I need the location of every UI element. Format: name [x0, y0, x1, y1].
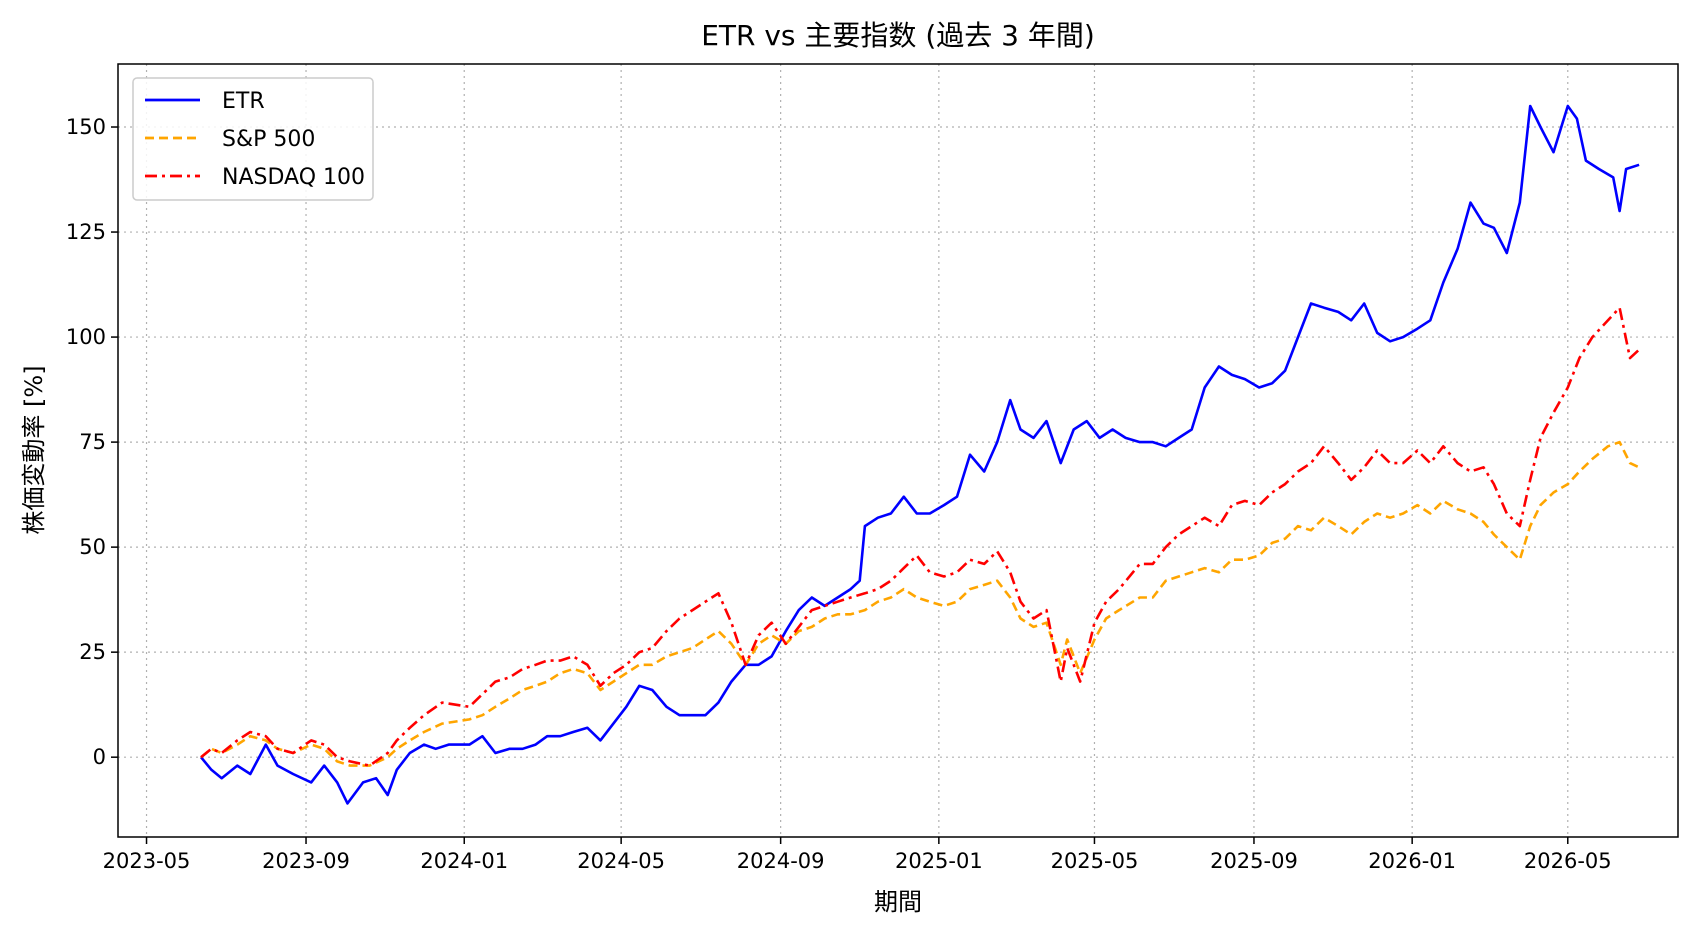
x-tick-label: 2024-01 — [420, 849, 508, 873]
x-tick-label: 2024-09 — [737, 849, 825, 873]
x-tick-label: 2025-05 — [1051, 849, 1139, 873]
y-axis-label: 株価変動率 [%] — [20, 365, 48, 534]
legend: ETR S&P 500 NASDAQ 100 — [132, 77, 374, 201]
series-line-etr — [199, 104, 1640, 805]
x-tick-label: 2025-09 — [1210, 849, 1298, 873]
legend-box — [132, 77, 374, 201]
series-line-nasdaq-100 — [200, 306, 1640, 767]
x-tick-label: 2023-09 — [262, 849, 350, 873]
x-tick-label: 2024-05 — [577, 849, 665, 873]
y-tick-label: 100 — [66, 325, 106, 349]
series-line-s-p-500 — [200, 440, 1640, 767]
x-tick-label: 2026-05 — [1524, 849, 1612, 873]
legend-label-s-p-500: S&P 500 — [222, 127, 315, 152]
y-tick-label: 125 — [66, 220, 106, 244]
x-tick-label: 2023-05 — [103, 849, 191, 873]
y-tick-label: 75 — [79, 430, 106, 454]
y-tick-label: 0 — [93, 745, 106, 769]
chart-title: ETR vs 主要指数 (過去 3 年間) — [701, 19, 1095, 52]
y-tick-label: 50 — [79, 535, 106, 559]
x-tick-label: 2026-01 — [1368, 849, 1456, 873]
y-tick-label: 150 — [66, 115, 106, 139]
plot-area-frame — [117, 63, 1679, 838]
x-axis-label: 期間 — [874, 888, 922, 916]
y-tick-label: 25 — [79, 640, 106, 664]
grid — [118, 64, 1678, 837]
series-layer — [199, 104, 1640, 805]
y-axis: 0 25 50 75 100 125 150 — [66, 115, 118, 769]
legend-label-nasdaq-100: NASDAQ 100 — [222, 165, 365, 190]
x-axis: 2023-05 2023-09 2024-01 2024-05 2024-09 2025-… — [103, 837, 1612, 873]
legend-label-etr: ETR — [222, 89, 265, 114]
x-tick-label: 2025-01 — [895, 849, 983, 873]
